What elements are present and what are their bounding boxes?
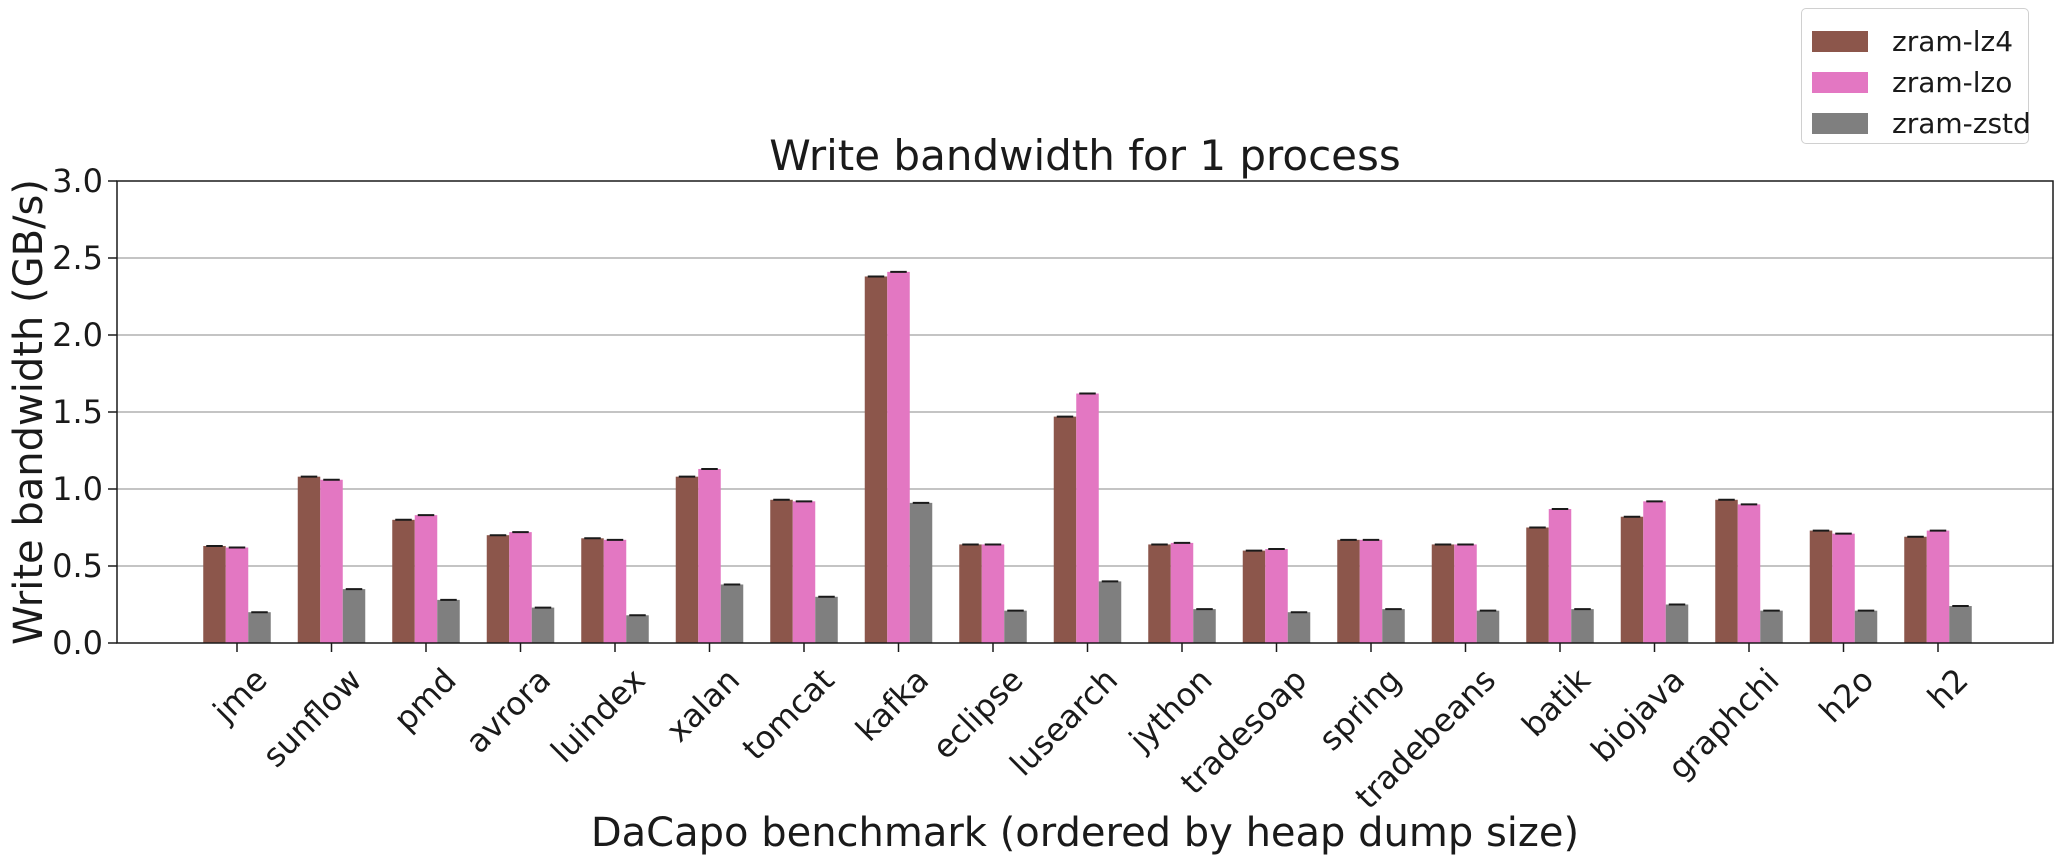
bar-zram-lz4-xalan [675,476,699,643]
plot-bars [203,270,1972,643]
bar-zram-zstd-biojava [1665,604,1689,643]
y-axis-label: Write bandwidth (GB/s) [6,179,52,645]
bar-zram-lzo-eclipse [981,544,1005,643]
bar-zram-lz4-pmd [392,519,415,643]
bar-zram-lz4-kafka [864,276,888,643]
bar-zram-lz4-avrora [486,535,510,643]
bar-zram-lz4-biojava [1620,516,1644,643]
x-tick-label: tomcat [735,661,842,768]
bar-zram-zstd-tomcat [815,596,838,643]
bar-zram-lzo-xalan [698,468,721,643]
bar-zram-lzo-jme [225,547,249,643]
y-tick-label: 2.5 [52,239,103,277]
x-tick-label: kafka [848,661,936,749]
bar-zram-lz4-h2 [1904,536,1927,643]
bar-zram-lz4-tradesoap [1242,550,1266,643]
bar-zram-zstd-avrora [531,607,555,643]
bar-zram-lz4-lusearch [1053,416,1077,643]
bar-zram-zstd-lusearch [1098,581,1122,643]
bar-zram-lz4-tradebeans [1431,544,1455,643]
bar-zram-lzo-biojava [1643,501,1666,643]
bar-zram-zstd-pmd [437,599,460,643]
bar-zram-lz4-h2o [1809,530,1833,643]
bar-zram-lz4-sunflow [297,476,321,643]
bar-zram-zstd-sunflow [342,589,366,643]
bar-zram-lz4-spring [1337,539,1360,643]
bar-zram-lz4-luindex [581,538,604,643]
bar-zram-lz4-jme [203,545,226,643]
bar-zram-zstd-batik [1571,609,1594,643]
x-tick-label: h2o [1812,661,1881,730]
legend-item-zram-zstd: zram-zstd [1812,105,2031,141]
bar-zram-zstd-jme [248,612,271,643]
y-tick-label: 2.0 [52,316,103,354]
bar-zram-lzo-luindex [603,539,627,643]
bar-zram-lzo-avrora [509,532,532,643]
bar-zram-zstd-luindex [626,615,649,643]
x-tick-label: sunflow [255,661,369,775]
bar-zram-lzo-h2 [1926,530,1950,643]
bar-zram-lzo-kafka [887,271,910,643]
legend-swatch [1812,71,1868,93]
bar-zram-lzo-tradebeans [1454,544,1477,643]
y-tick-label: 0.5 [52,547,103,585]
y-tick-label: 1.5 [52,393,103,431]
chart-title: Write bandwidth for 1 process [769,131,1401,180]
x-axis-label: DaCapo benchmark (ordered by heap dump s… [591,810,1579,856]
bar-zram-lzo-spring [1359,539,1383,643]
y-tick-label: 0.0 [52,624,103,662]
legend-label: zram-lzo [1892,65,2013,99]
bar-zram-zstd-spring [1382,609,1405,643]
bar-zram-zstd-h2 [1949,606,1972,643]
bar-zram-zstd-eclipse [1004,610,1027,643]
bar-zram-lzo-graphchi [1737,504,1761,643]
legend: zram-lz4 zram-lzo zram-zstd [1801,8,2031,144]
bar-zram-zstd-graphchi [1760,610,1783,643]
y-tick-label: 1.0 [52,470,103,508]
x-tick-label: luindex [543,661,652,770]
x-tick-label: avrora [458,661,558,761]
x-tick-label: batik [1514,660,1598,744]
bar-zram-lzo-pmd [414,515,438,643]
bar-zram-zstd-tradesoap [1287,612,1311,643]
bar-zram-lzo-h2o [1832,533,1855,643]
bar-zram-zstd-h2o [1854,610,1878,643]
x-tick-label: xalan [659,661,748,750]
legend-swatch [1812,30,1868,52]
bar-zram-zstd-xalan [720,584,744,643]
y-tick-label: 3.0 [52,162,103,200]
bar-zram-lz4-graphchi [1715,499,1738,643]
bar-zram-lz4-tomcat [770,499,793,643]
x-tick-label: h2 [1920,661,1976,717]
bar-zram-zstd-jython [1193,609,1216,643]
legend-label: zram-lz4 [1892,24,2014,58]
bar-zram-zstd-tradebeans [1476,610,1500,643]
legend-swatch [1812,112,1868,134]
bar-zram-lzo-sunflow [320,479,343,643]
bar-zram-lzo-tomcat [792,501,816,643]
x-tick-label: jme [205,661,275,731]
bar-zram-lzo-jython [1170,542,1194,643]
legend-item-zram-lzo: zram-lzo [1812,64,2012,100]
bar-zram-lzo-batik [1548,509,1572,643]
bar-zram-lz4-jython [1148,544,1171,643]
legend-label: zram-zstd [1892,106,2031,140]
bar-zram-lz4-eclipse [959,544,982,643]
bar-zram-lz4-batik [1526,527,1549,643]
legend-item-zram-lz4: zram-lz4 [1812,23,2013,59]
y-axis: 0.0 0.5 1.0 1.5 2.0 2.5 3.0 [52,162,117,662]
x-tick-label: pmd [386,661,464,739]
bar-zram-lzo-tradesoap [1265,549,1288,643]
bar-zram-zstd-kafka [909,502,933,643]
bar-zram-lzo-lusearch [1076,393,1099,643]
